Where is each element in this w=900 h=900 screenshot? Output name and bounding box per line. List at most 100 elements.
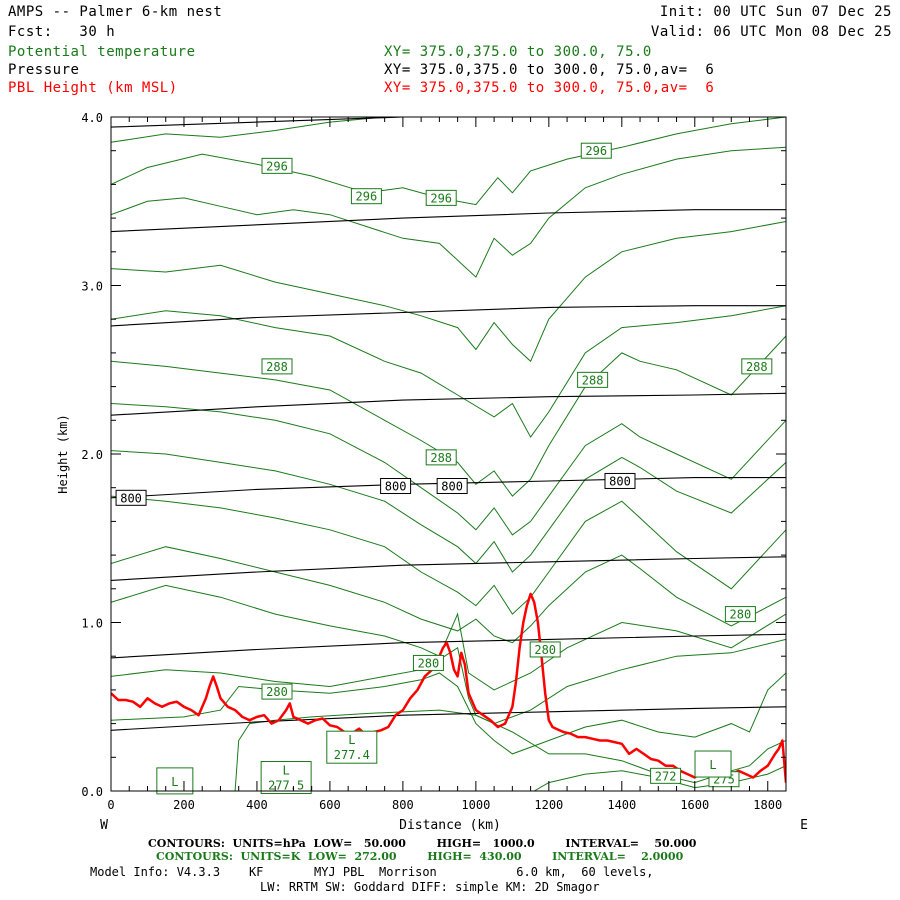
- theta-label-7-box: [425, 449, 457, 466]
- low-marker-0-letter: L: [171, 775, 178, 789]
- theta-label-8: 280: [261, 683, 293, 700]
- pressure-label-2: 800: [436, 478, 468, 495]
- theta-contour-4: [111, 305, 786, 439]
- x-tick-label-7: 1400: [607, 798, 636, 812]
- pressure-contour-7: [111, 117, 427, 128]
- theta-label-4-box: [261, 358, 293, 375]
- theta-label-5: 288: [577, 371, 609, 388]
- pressure-contour-3: [111, 477, 786, 499]
- low-marker-3-box: [694, 750, 732, 778]
- theta-label-9-text: 280: [418, 656, 440, 670]
- pressure-label-0: 800: [115, 489, 147, 506]
- field-xy-theta: XY= 375.0,375.0 to 300.0, 75.0: [384, 44, 652, 60]
- theta-label-0: 296: [261, 157, 293, 174]
- theta-label-3-text: 296: [585, 144, 607, 158]
- theta-label-6-box: [741, 358, 773, 375]
- theta-label-1-text: 296: [356, 190, 378, 204]
- footer-pressure-contours: CONTOURS: UNITS=hPa LOW= 50.000 HIGH= 10…: [148, 837, 697, 850]
- init-time: Init: 00 UTC Sun 07 Dec 25: [659, 4, 892, 20]
- pressure-contours: [111, 117, 786, 731]
- theta-label-10-box: [529, 641, 561, 658]
- field-name-theta: Potential temperature: [8, 44, 196, 60]
- x-tick-label-2: 400: [246, 798, 268, 812]
- theta-label-3-box: [580, 142, 612, 159]
- theta-label-5-box: [577, 371, 609, 388]
- x-tick-label-5: 1000: [461, 798, 490, 812]
- west-label: W: [100, 818, 108, 833]
- theta-label-4: 288: [261, 358, 293, 375]
- theta-label-7-text: 288: [430, 451, 452, 465]
- x-tick-label-6: 1200: [534, 798, 563, 812]
- theta-contour-1: [111, 117, 786, 206]
- field-name-pressure: Pressure: [8, 62, 80, 78]
- theta-contour-8: [111, 495, 786, 615]
- y-tick-label-1: 1.0: [81, 617, 103, 631]
- low-marker-1-value: 277.5: [268, 779, 304, 793]
- y-axis-label: Height (km): [56, 414, 70, 493]
- x-axis-label: Distance (km): [399, 818, 501, 833]
- low-marker-2-box: [326, 730, 378, 764]
- x-tick-label-0: 0: [107, 798, 114, 812]
- theta-label-10: 280: [529, 641, 561, 658]
- field-name-pbl: PBL Height (km MSL): [8, 80, 178, 96]
- low-marker-3: L: [694, 750, 732, 778]
- theta-contour-12: [111, 672, 786, 755]
- pressure-contour-4: [111, 392, 786, 416]
- pressure-contour-2: [111, 556, 786, 581]
- theta-label-0-box: [261, 157, 293, 174]
- theta-label-1: 296: [350, 188, 382, 205]
- footer-theta-contours: CONTOURS: UNITS=K LOW= 272.00 HIGH= 430.…: [156, 850, 684, 863]
- theta-label-10-text: 280: [534, 643, 556, 657]
- theta-label-12-box: [650, 767, 682, 784]
- chart-title: AMPS -- Palmer 6-km nest: [8, 4, 223, 20]
- pressure-contour-5: [111, 305, 786, 327]
- pressure-contour-6: [111, 209, 786, 233]
- theta-label-8-box: [261, 683, 293, 700]
- x-tick-label-9: 1800: [753, 798, 782, 812]
- footer-model-info: Model Info: V4.3.3 KF MYJ PBL Morrison 6…: [90, 865, 654, 879]
- theta-contour-11: [111, 638, 786, 725]
- pressure-label-3-box: [604, 472, 636, 489]
- pressure-label-0-box: [115, 489, 147, 506]
- theta-label-3: 296: [580, 142, 612, 159]
- footer-model-physics: LW: RRTM SW: Goddard DIFF: simple KM: 2D…: [260, 880, 600, 894]
- theta-label-7: 288: [425, 449, 457, 466]
- theta-label-11: 280: [724, 606, 756, 623]
- pressure-label-3-text: 800: [609, 474, 631, 488]
- axes: 0 200 400 600 800 1000 1200 1400 1600 1800 0.0 1.0 2…: [81, 111, 787, 812]
- low-marker-1-letter: L: [283, 764, 290, 778]
- y-tick-label-0: 0.0: [81, 785, 103, 799]
- low-marker-2-letter: L: [348, 733, 355, 747]
- x-tick-label-4: 800: [392, 798, 414, 812]
- y-tick-label-3: 3.0: [81, 280, 103, 294]
- pbl-height-series: [111, 592, 786, 783]
- theta-label-12: 272: [650, 767, 682, 784]
- theta-contour-7: [111, 450, 786, 573]
- pressure-label-2-box: [436, 478, 468, 495]
- theta-label-11-box: [724, 606, 756, 623]
- theta-label-12-text: 272: [655, 769, 677, 783]
- theta-label-0-text: 296: [266, 159, 288, 173]
- low-marker-1-box: [260, 761, 312, 795]
- pressure-contour-1: [111, 633, 786, 659]
- theta-label-9: 280: [412, 654, 444, 671]
- theta-contour-2: [111, 146, 786, 278]
- low-marker-0: L: [156, 767, 194, 795]
- pressure-label-1-box: [380, 478, 412, 495]
- theta-contour-5: [111, 335, 786, 497]
- theta-label-5-text: 288: [582, 373, 604, 387]
- theta-contour-6: [111, 403, 786, 536]
- field-xy-pressure: XY= 375.0,375.0 to 300.0, 75.0,av= 6: [384, 62, 715, 78]
- theta-label-2-box: [425, 189, 457, 206]
- pressure-contour-0: [111, 706, 786, 731]
- x-tick-label-3: 600: [319, 798, 341, 812]
- theta-label-4-text: 288: [266, 360, 288, 374]
- theta-contour-9: [111, 546, 786, 644]
- forecast-hour: Fcst: 30 h: [8, 24, 116, 40]
- pbl-height-line: [111, 592, 786, 783]
- pressure-label-0-text: 800: [120, 491, 142, 505]
- y-tick-label-4: 4.0: [81, 111, 103, 125]
